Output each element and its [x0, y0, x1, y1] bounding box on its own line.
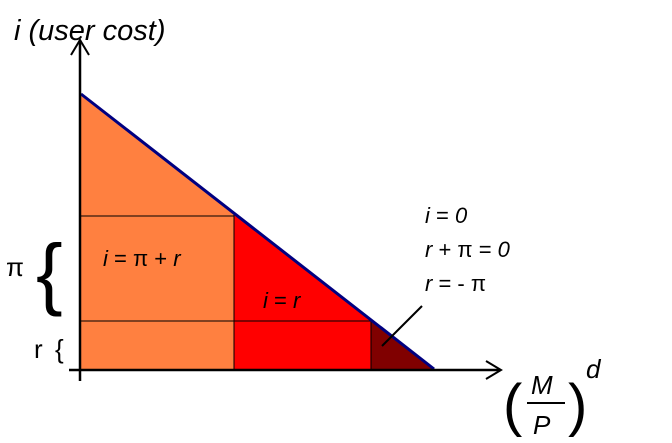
y-axis-var: i: [14, 15, 22, 47]
x-superscript: d: [586, 354, 602, 384]
region-red: [234, 214, 371, 369]
y-axis-label: i (user cost): [14, 15, 165, 47]
right-paren: ): [568, 373, 587, 438]
r-label: r: [34, 334, 43, 364]
annotation-line-2: r + π = 0: [425, 237, 511, 262]
annotation-line-1: i = 0: [425, 203, 468, 228]
left-paren: (: [503, 373, 522, 438]
r-brace-icon: {: [55, 334, 64, 364]
x-axis-label: ( M P ) d: [503, 354, 602, 440]
region-orange: [81, 94, 234, 369]
pi-label: π: [6, 252, 24, 282]
region-label-orange: i = π + r: [103, 246, 182, 271]
y-axis-arrowhead: [70, 38, 90, 56]
x-axis-arrowhead: [485, 360, 503, 380]
zero-interest-annotation: i = 0 r + π = 0 r = - π: [381, 203, 511, 347]
annotation-line-3: r = - π: [425, 271, 486, 296]
y-axis-desc: (user cost): [20, 15, 165, 47]
annotation-leader-line: [381, 305, 423, 347]
region-label-red: i = r: [263, 288, 302, 313]
x-numerator: M: [531, 370, 553, 400]
x-denominator: P: [533, 410, 551, 440]
money-demand-line: [80, 92, 435, 371]
pi-brace-icon: {: [36, 228, 63, 317]
